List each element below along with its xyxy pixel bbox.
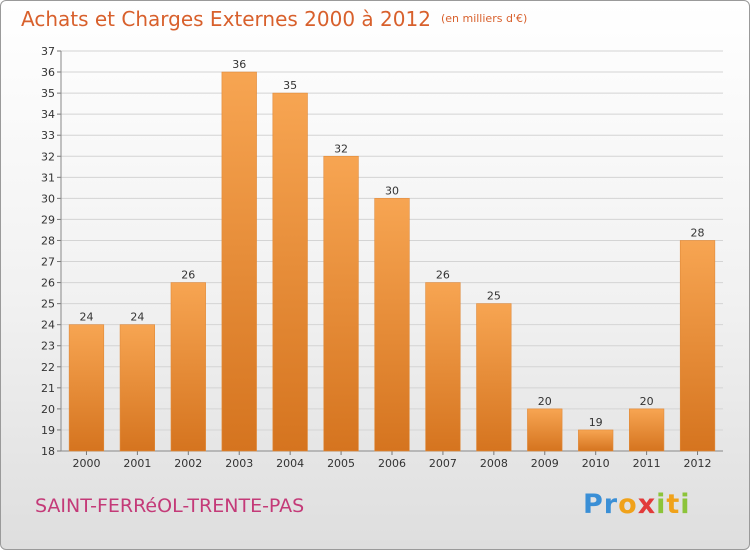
bar-2012 [679, 240, 716, 452]
value-label: 20 [640, 395, 654, 408]
y-tick-label: 37 [41, 45, 55, 58]
y-tick-label: 27 [41, 256, 55, 269]
chart-unit: (en milliers d'€) [440, 12, 528, 25]
value-label: 35 [283, 79, 297, 92]
value-label: 32 [334, 142, 348, 155]
bar-2001 [119, 324, 155, 452]
bar-2006 [374, 198, 410, 452]
y-tick-label: 25 [41, 298, 55, 311]
bar-2003 [221, 71, 257, 452]
labels: 18 19 20 21 22 23 24 25 26 27 28 29 30 31 32 33 34 35 36 37… [41, 45, 712, 470]
bar-2011 [629, 408, 665, 452]
x-tick-label: 2004 [276, 457, 304, 470]
y-tick-label: 33 [41, 129, 55, 142]
bar-2002 [170, 282, 206, 452]
value-label: 36 [232, 58, 246, 71]
bar-2010 [578, 429, 614, 452]
x-tick-label: 2003 [225, 457, 253, 470]
bar-2004 [272, 92, 308, 452]
y-tick-label: 22 [41, 361, 55, 374]
y-tick-label: 30 [41, 192, 55, 205]
y-tick-label: 35 [41, 87, 55, 100]
value-label: 28 [691, 226, 705, 239]
x-tick-label: 2012 [684, 457, 712, 470]
y-tick-label: 28 [41, 234, 55, 247]
x-tick-label: 2009 [531, 457, 559, 470]
x-tick-label: 2007 [429, 457, 457, 470]
y-tick-label: 31 [41, 171, 55, 184]
x-tick-label: 2010 [582, 457, 610, 470]
value-label: 26 [436, 269, 450, 282]
x-tick-label: 2000 [72, 457, 100, 470]
bar-2005 [323, 155, 359, 452]
value-label: 19 [589, 416, 603, 429]
x-tick-label: 2006 [378, 457, 406, 470]
y-tick-label: 18 [41, 445, 55, 458]
y-tick-label: 34 [41, 108, 55, 121]
x-tick-label: 2002 [174, 457, 202, 470]
bar-2008 [476, 303, 512, 452]
chart-title-text: Achats et Charges Externes 2000 à 2012 [21, 7, 431, 31]
bar-2000 [68, 324, 105, 452]
y-tick-label: 20 [41, 403, 55, 416]
bar-2009 [527, 408, 563, 452]
y-tick-label: 26 [41, 277, 55, 290]
value-label: 26 [181, 269, 195, 282]
bar-2007 [425, 282, 461, 452]
y-tick-label: 19 [41, 424, 55, 437]
commune-name: SAINT-FERRéOL-TRENTE-PAS [35, 495, 305, 517]
chart-title: Achats et Charges Externes 2000 à 2012 (e… [21, 7, 527, 31]
bars [68, 71, 716, 452]
x-tick-label: 2001 [123, 457, 151, 470]
y-tick-label: 29 [41, 213, 55, 226]
value-label: 24 [79, 311, 93, 324]
value-label: 20 [538, 395, 552, 408]
y-tick-label: 32 [41, 150, 55, 163]
y-tick-label: 23 [41, 340, 55, 353]
y-tick-label: 24 [41, 319, 55, 332]
x-tick-label: 2011 [633, 457, 661, 470]
y-tick-label: 21 [41, 382, 55, 395]
value-label: 24 [130, 311, 144, 324]
value-label: 30 [385, 184, 399, 197]
proxiti-logo: Proxiti [583, 489, 691, 520]
y-tick-label: 36 [41, 66, 55, 79]
value-label: 25 [487, 290, 501, 303]
x-tick-label: 2008 [480, 457, 508, 470]
x-tick-label: 2005 [327, 457, 355, 470]
